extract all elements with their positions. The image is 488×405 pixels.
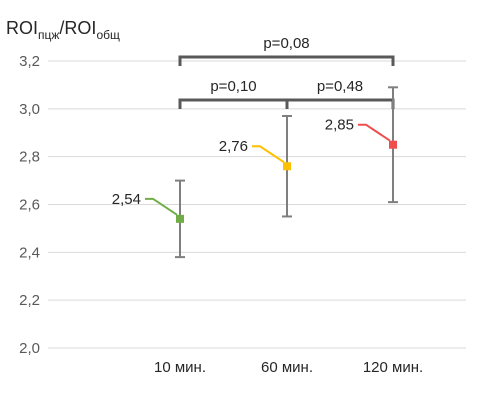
y-tick-label: 2,4	[19, 244, 40, 261]
data-label: 2,76	[219, 138, 248, 155]
p-value-label: p=0,10	[210, 78, 256, 95]
x-tick-label: 10 мин.	[154, 359, 206, 376]
y-tick-label: 2,2	[19, 292, 40, 309]
title-sub1: пцж	[38, 28, 59, 42]
y-axis-ticks: 2,0 2,2 2,4 2,6 2,8 3,0 3,2	[19, 53, 40, 357]
significance-brackets: p=0,08 p=0,10 p=0,48	[178, 35, 395, 109]
data-label-leader	[252, 145, 285, 164]
significance-bracket	[285, 98, 395, 109]
data-label-leader	[358, 123, 391, 142]
title-main: ROI	[6, 18, 38, 38]
y-tick-label: 2,0	[19, 340, 40, 357]
chart-title: ROIпцж/ROIобщ	[6, 18, 120, 42]
title-sep: /ROI	[59, 18, 96, 38]
data-label-leader	[145, 197, 178, 216]
x-axis-ticks: 10 мин. 60 мин. 120 мин.	[154, 359, 423, 376]
p-value-label: p=0,48	[317, 78, 363, 95]
significance-bracket	[178, 98, 289, 109]
y-tick-label: 3,2	[19, 53, 40, 70]
y-tick-label: 2,6	[19, 197, 40, 214]
data-label: 2,85	[325, 117, 354, 134]
significance-bracket	[178, 55, 395, 66]
x-tick-label: 60 мин.	[261, 359, 313, 376]
data-points: 2,54 2,76 2,85	[112, 86, 398, 259]
data-label: 2,54	[112, 191, 141, 208]
y-tick-label: 3,0	[19, 101, 40, 118]
data-point	[176, 214, 184, 223]
grid	[48, 60, 466, 349]
x-tick-label: 120 мин.	[363, 359, 423, 376]
p-value-label: p=0,08	[263, 35, 309, 52]
data-point	[283, 162, 291, 171]
title-sub2: общ	[96, 28, 120, 42]
data-point	[389, 140, 397, 149]
y-tick-label: 2,8	[19, 149, 40, 166]
